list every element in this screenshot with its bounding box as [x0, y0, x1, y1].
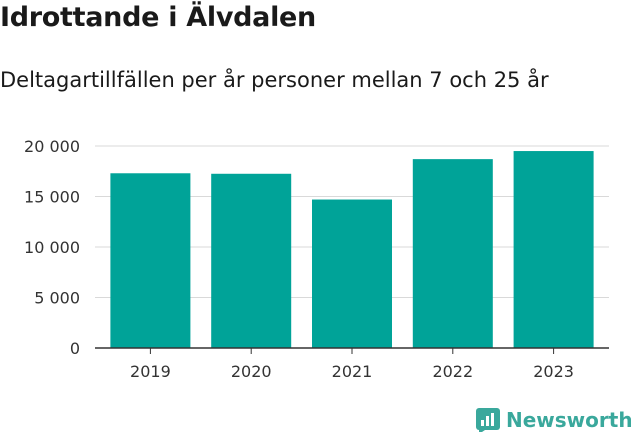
x-tick-label: 2020 — [231, 362, 272, 381]
y-tick-label: 10 000 — [24, 238, 80, 257]
newsworthy-brand: Newsworthy — [476, 408, 631, 432]
bar — [312, 199, 392, 348]
x-tick-label: 2023 — [533, 362, 574, 381]
x-tick-label: 2019 — [130, 362, 171, 381]
x-tick-label: 2021 — [332, 362, 373, 381]
bar — [513, 151, 594, 348]
y-tick-label: 0 — [70, 339, 80, 358]
y-tick-label: 15 000 — [24, 188, 80, 207]
bar — [211, 173, 292, 348]
y-tick-label: 5 000 — [34, 289, 80, 308]
bar — [412, 159, 493, 348]
y-tick-label: 20 000 — [24, 137, 80, 156]
chart-title: Idrottande i Älvdalen — [0, 2, 316, 33]
newsworthy-logo-icon — [476, 408, 500, 432]
brand-name: Newsworthy — [506, 408, 631, 432]
chart-subtitle: Deltagartillfällen per år personer mella… — [0, 68, 549, 92]
bar — [110, 173, 191, 348]
x-tick-label: 2022 — [432, 362, 473, 381]
